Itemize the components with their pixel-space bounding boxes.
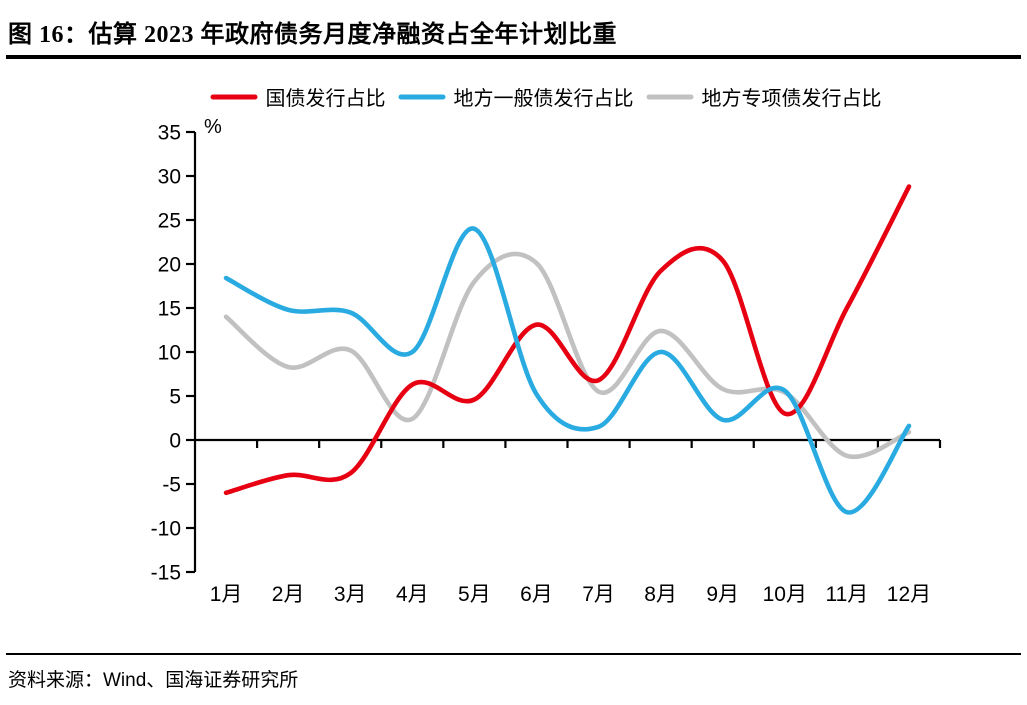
figure-title: 图 16：估算 2023 年政府债务月度净融资占全年计划比重 bbox=[8, 22, 617, 48]
legend-item-treasury-bonds: 国债发行占比 bbox=[210, 82, 386, 111]
x-tick-label: 2月 bbox=[272, 583, 305, 606]
y-tick-label: -5 bbox=[162, 474, 181, 497]
x-tick-label: 9月 bbox=[706, 583, 739, 606]
legend-item-local-general-bonds: 地方一般债发行占比 bbox=[398, 82, 634, 111]
x-tick-label: 12月 bbox=[887, 583, 931, 606]
footer-divider bbox=[6, 653, 1021, 655]
x-tick-label: 1月 bbox=[210, 583, 243, 606]
x-tick-label: 7月 bbox=[582, 583, 615, 606]
y-tick-label: 25 bbox=[158, 210, 181, 233]
legend-label: 地方专项债发行占比 bbox=[701, 88, 882, 110]
y-tick-label: -15 bbox=[151, 562, 181, 585]
x-tick-label: 4月 bbox=[396, 583, 429, 606]
y-tick-label: 30 bbox=[158, 166, 181, 189]
y-tick-label: 35 bbox=[158, 122, 181, 145]
x-tick-label: 11月 bbox=[825, 583, 868, 606]
legend-label: 国债发行占比 bbox=[265, 88, 386, 110]
title-divider bbox=[6, 55, 1021, 59]
legend-label: 地方一般债发行占比 bbox=[453, 88, 634, 110]
x-tick-label: 5月 bbox=[458, 583, 491, 606]
legend-swatch-line bbox=[210, 94, 257, 99]
series-line-0 bbox=[223, 184, 912, 496]
series-line-1 bbox=[223, 226, 912, 515]
source-note: 资料来源：Wind、国海证券研究所 bbox=[8, 670, 299, 691]
y-axis-unit-label: % bbox=[204, 116, 222, 138]
x-tick-label: 6月 bbox=[520, 583, 553, 606]
x-tick-label: 3月 bbox=[334, 583, 367, 606]
y-tick-label: 0 bbox=[169, 430, 181, 453]
y-tick-label: 5 bbox=[169, 386, 181, 409]
y-tick-label: 15 bbox=[158, 298, 181, 321]
x-tick-label: 10月 bbox=[763, 583, 807, 606]
line-chart: 35 30 25 20 15 10 5 0 -5 -10 -15% 1月 2月 3月 4月 5月 6月 7月 8月 9… bbox=[151, 116, 942, 606]
legend-swatch-line bbox=[646, 94, 693, 99]
y-tick-label: 20 bbox=[158, 254, 181, 277]
x-tick-label: 8月 bbox=[644, 583, 677, 606]
legend-swatch-line bbox=[398, 94, 445, 99]
legend-item-local-special-bonds: 地方专项债发行占比 bbox=[646, 82, 882, 111]
y-tick-label: 10 bbox=[158, 342, 181, 365]
y-tick-label: -10 bbox=[151, 518, 181, 541]
chart-legend: 国债发行占比 地方一般债发行占比 地方专项债发行占比 bbox=[32, 82, 1027, 111]
